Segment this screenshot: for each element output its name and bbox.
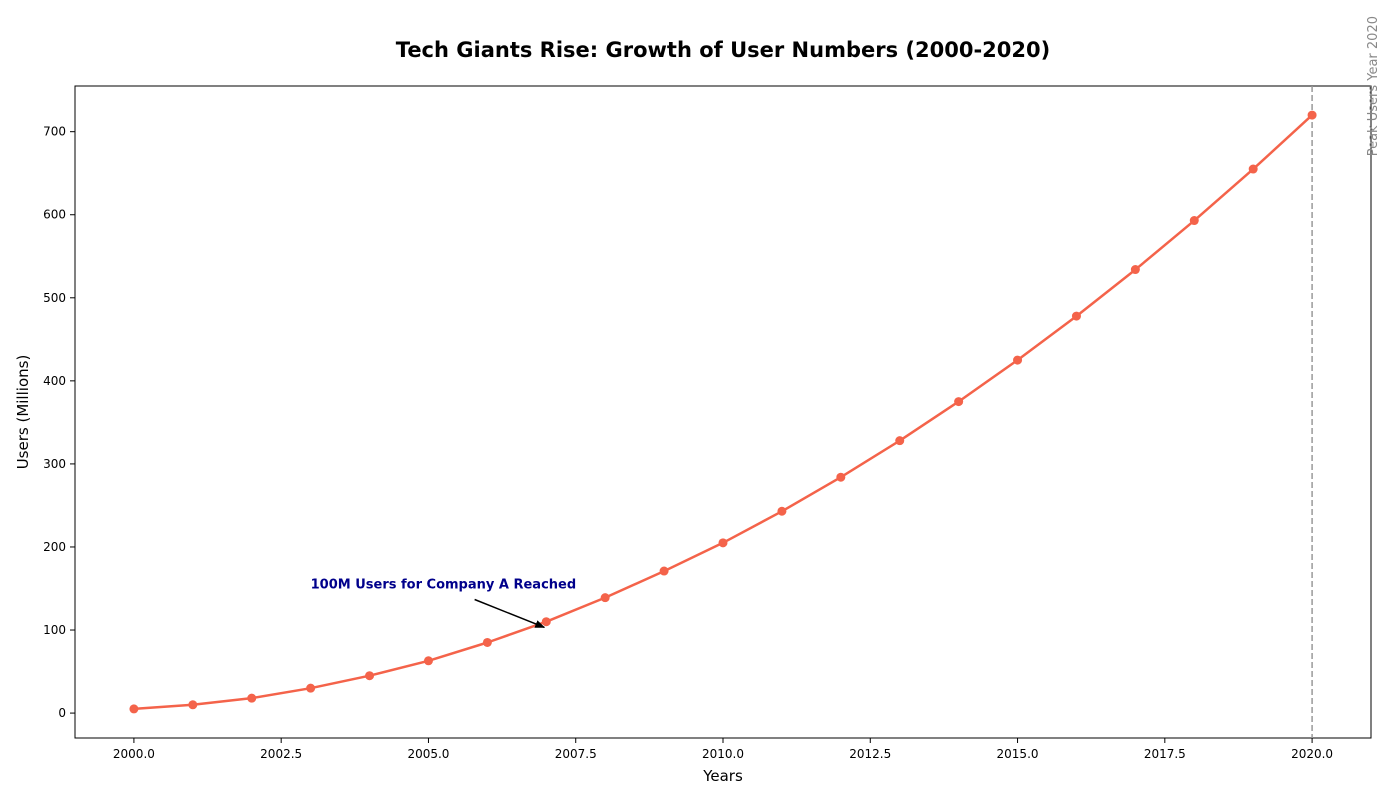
data-point [188,700,198,710]
y-tick-label: 300 [43,457,66,471]
y-tick-label: 400 [43,374,66,388]
data-point [895,436,905,446]
y-tick-label: 0 [58,706,66,720]
data-point [777,506,787,516]
y-tick-label: 700 [43,125,66,139]
data-point [1248,164,1258,174]
y-tick-label: 600 [43,208,66,222]
reference-lines: Peak Users Year 2020 [1311,16,1381,738]
series-layer [129,110,1317,714]
data-point [600,593,610,603]
annotation-layer: 100M Users for Company A Reached [311,577,577,629]
data-point [718,538,728,548]
data-point [129,704,139,714]
x-axis-label: Years [702,767,743,785]
annotation-arrow [474,598,546,629]
chart-title: Tech Giants Rise: Growth of User Numbers… [396,38,1050,62]
data-point [1189,216,1199,226]
data-point [306,683,316,693]
data-point [659,566,669,576]
plot-area-frame [74,85,1372,739]
y-axis-label: Users (Millions) [14,355,32,470]
data-point [541,617,551,627]
y-tick-label: 200 [43,540,66,554]
y-axis: 0 100 200 300 400 500 600 700 [43,125,75,720]
annotation-text: 100M Users for Company A Reached [311,577,577,592]
data-point [482,637,492,647]
x-tick-label: 2020.0 [1291,747,1333,761]
x-tick-label: 2017.5 [1144,747,1186,761]
x-tick-label: 2010.0 [702,747,744,761]
data-point [247,693,257,703]
peak-year-label: Peak Users Year 2020 [1366,16,1381,156]
data-point [365,671,375,681]
data-point [423,656,433,666]
data-point [836,472,846,482]
data-point [1071,311,1081,321]
x-tick-label: 2002.5 [260,747,302,761]
y-tick-label: 500 [43,291,66,305]
x-tick-label: 2000.0 [113,747,155,761]
x-tick-label: 2012.5 [849,747,891,761]
data-point [954,397,964,407]
data-point [1013,355,1023,365]
x-tick-label: 2007.5 [555,747,597,761]
y-tick-label: 100 [43,623,66,637]
x-tick-label: 2005.0 [407,747,449,761]
series-line [133,114,1313,711]
data-point [1130,265,1140,275]
x-axis: 2000.0 2002.5 2005.0 2007.5 2010.0 2012.5 2015… [113,738,1333,761]
data-point [1307,110,1317,120]
x-tick-label: 2015.0 [997,747,1039,761]
